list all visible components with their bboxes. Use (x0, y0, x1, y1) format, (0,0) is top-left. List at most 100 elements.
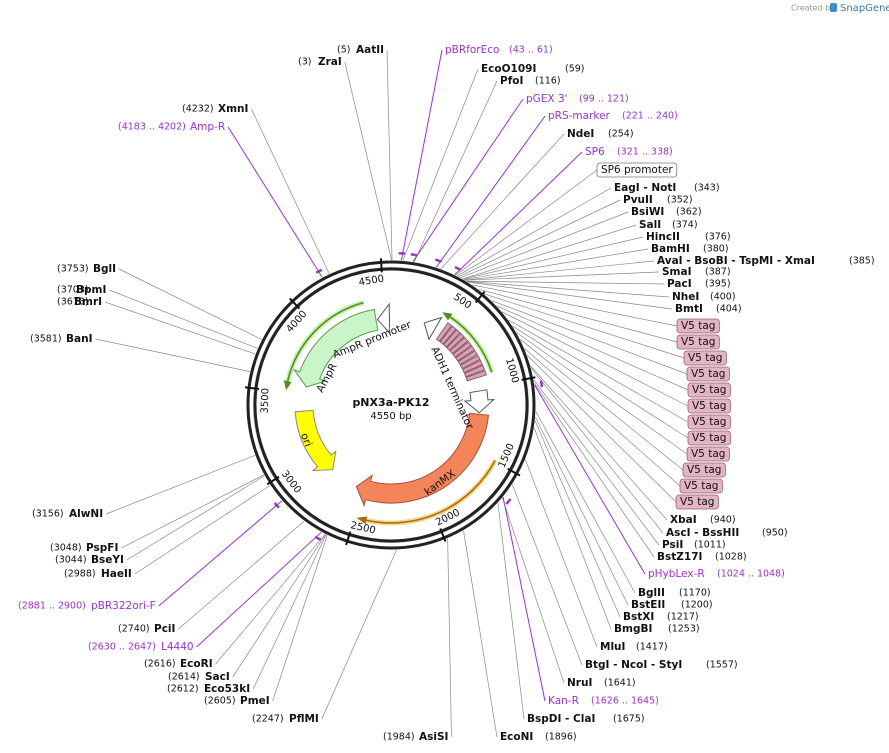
feature-tag: V5 tag (681, 336, 715, 348)
site-position: (3) (298, 57, 311, 68)
site-position: (5) (337, 45, 350, 56)
site-name: PflMI (289, 713, 319, 725)
site-position: (950) (762, 528, 788, 539)
site-name: Eco53kI (204, 683, 250, 695)
site-name: PciI (154, 623, 175, 635)
leader-line (227, 126, 323, 278)
site-name: AlwNI (69, 508, 103, 520)
v5-tag-box (679, 478, 723, 494)
site-position: (2247) (252, 714, 284, 725)
leader-line (464, 260, 655, 281)
site-position: (2881 .. 2900) (18, 601, 86, 612)
promoter-box (596, 162, 678, 178)
feature-tag: V5 tag (692, 400, 726, 412)
v5-tag-block (457, 350, 478, 366)
leader-line (413, 80, 498, 263)
leader-line (104, 301, 256, 355)
leader-line (496, 305, 689, 391)
leader-line (458, 199, 621, 278)
leader-line (95, 338, 250, 372)
v5-tag-block (465, 370, 487, 382)
credit: Created by (791, 4, 835, 13)
leader-line (121, 474, 265, 549)
leader-line (527, 355, 677, 503)
feature-tag: V5 tag (691, 448, 725, 460)
plasmid-name: pNX3a-PK12 (352, 396, 429, 409)
leader-line (196, 531, 322, 648)
primer-mark (315, 268, 323, 274)
sp6-promoter-arrow (423, 316, 443, 341)
site-position: (352) (667, 195, 693, 206)
site-position: (3048) (50, 543, 82, 554)
feature-tag: V5 tag (681, 320, 715, 332)
site-position: (1200) (681, 600, 713, 611)
leader-line (412, 98, 524, 262)
site-name: NruI (567, 677, 592, 689)
v5-tag-block (455, 345, 475, 362)
site-name: NheI (672, 291, 699, 303)
site-position: (380) (703, 244, 729, 255)
leader-line (134, 484, 271, 575)
leader-line (501, 311, 689, 407)
v5-tag-box (686, 446, 730, 462)
leader-line (534, 382, 655, 558)
site-name: PmeI (240, 695, 270, 707)
site-name: BamHI (651, 243, 690, 255)
site-name: PfoI (500, 75, 523, 87)
site-name: EcoNI (500, 731, 533, 743)
v5-tag-block (452, 341, 472, 358)
site-position: (3156) (32, 509, 64, 520)
leader-line (463, 530, 498, 738)
site-position: (395) (705, 279, 731, 290)
leader-line (525, 459, 598, 648)
leader-line (466, 281, 670, 298)
v5-tag-box (683, 350, 727, 366)
leader-line (491, 300, 688, 375)
site-name: ZraI (318, 56, 342, 68)
site-name: BsiWI (631, 206, 664, 218)
site-position: (385) (849, 256, 875, 267)
site-name: BpmI (76, 284, 106, 296)
site-name: HincII (646, 231, 680, 243)
tick-mark (474, 291, 486, 304)
backbone (246, 260, 536, 550)
leader-line (533, 379, 660, 546)
site-position: (1984) (383, 732, 415, 743)
leader-line (232, 534, 326, 678)
site-position: (1417) (636, 642, 668, 653)
leader-line (402, 68, 479, 261)
ampr-promoter-arrow (376, 302, 391, 335)
primer-name: pRS-marker (548, 110, 611, 122)
leader-line (478, 288, 678, 343)
site-position: (3581) (30, 334, 62, 345)
site-position: (1028) (715, 552, 747, 563)
tick-label: 4500 (358, 274, 385, 289)
tick-label: 3000 (279, 469, 303, 496)
leader-line (512, 325, 689, 439)
site-position: (3044) (55, 555, 87, 566)
kan-r-primer-arrow (366, 460, 496, 524)
amp-r-primer-arrow-head (283, 380, 292, 391)
site-name: AatII (356, 44, 384, 56)
v5-tag-block (439, 325, 457, 345)
site-name: BglII (638, 587, 665, 599)
site-position: (1011) (694, 540, 726, 551)
site-name: XmnI (218, 103, 248, 115)
tick-mark (289, 297, 301, 310)
v5-tag-block (443, 329, 461, 348)
site-position: (4232) (182, 104, 214, 115)
leader-line (105, 454, 256, 515)
site-name: PsiI (662, 539, 683, 551)
tick-mark (507, 467, 521, 477)
leader-line (524, 348, 681, 487)
site-position: (940) (710, 515, 736, 526)
site-position: (1896) (545, 732, 577, 743)
v5-tag-block (463, 364, 486, 378)
site-name: PvuII (623, 194, 653, 206)
inner-ring (253, 267, 529, 543)
leader-line (118, 268, 262, 340)
primer-name: pBR322ori-F (91, 600, 156, 612)
leader-line (440, 133, 565, 270)
